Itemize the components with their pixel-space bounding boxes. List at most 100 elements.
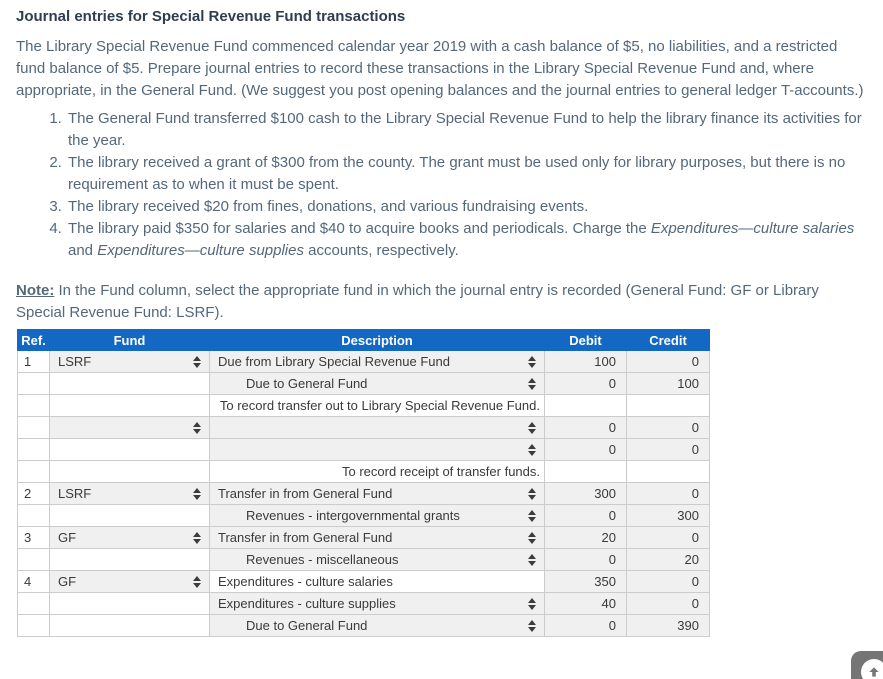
scroll-to-top-button[interactable] [851,651,883,679]
column-header-description: Description [209,329,545,351]
fund-select[interactable]: LSRF [50,351,209,372]
description-cell: Transfer in from General Fund [209,526,545,549]
description-cell: To record receipt of transfer funds. [209,460,545,483]
stepper-icon [528,620,536,632]
stepper-icon [528,510,536,522]
credit-cell: 0 [626,350,710,373]
fund-select[interactable]: LSRF [50,483,209,504]
ref-cell [17,548,50,571]
description-select[interactable]: Expenditures - culture salaries [210,571,544,592]
credit-input[interactable]: 0 [627,527,709,548]
memo-input[interactable]: To record transfer out to Library Specia… [210,395,544,416]
debit-input[interactable]: 40 [545,593,626,614]
column-header-ref: Ref. [17,329,50,351]
description-cell: Due from Library Special Revenue Fund [209,350,545,373]
debit-input[interactable]: 300 [545,483,626,504]
debit-input[interactable]: 350 [545,571,626,592]
credit-input[interactable]: 300 [627,505,709,526]
debit-input[interactable]: 0 [545,505,626,526]
debit-cell: 0 [544,548,627,571]
list-text: The library received a grant of $300 fro… [68,154,846,193]
note-paragraph: Note: In the Fund column, select the app… [16,280,867,324]
description-select-value: Due from Library Special Revenue Fund [218,354,450,369]
debit-cell: 0 [544,416,627,439]
description-cell: Expenditures - culture salaries [209,570,545,593]
credit-cell: 100 [626,372,710,395]
description-select[interactable] [210,439,544,460]
debit-input[interactable]: 0 [545,549,626,570]
description-select-value: Revenues - intergovernmental grants [246,508,460,523]
fund-cell [49,372,210,395]
memo-input[interactable]: To record receipt of transfer funds. [210,461,544,482]
description-select[interactable]: Due to General Fund [210,373,544,394]
fund-cell: LSRF [49,482,210,505]
ref-cell [17,460,50,483]
debit-input[interactable]: 100 [545,351,626,372]
description-select-value: Transfer in from General Fund [218,530,393,545]
debit-cell [544,460,627,483]
column-header-credit: Credit [626,329,710,351]
description-select[interactable]: Revenues - miscellaneous [210,549,544,570]
credit-input[interactable]: 0 [627,593,709,614]
credit-input[interactable]: 0 [627,483,709,504]
debit-input[interactable]: 0 [545,439,626,460]
description-cell: Due to General Fund [209,372,545,395]
fund-select[interactable]: GF [50,527,209,548]
credit-input[interactable]: 0 [627,571,709,592]
credit-cell [626,460,710,483]
credit-cell: 0 [626,438,710,461]
ref-number: 2 [24,486,32,501]
fund-select[interactable]: GF [50,571,209,592]
debit-input[interactable]: 0 [545,417,626,438]
list-text: The library received $20 from fines, don… [68,198,589,215]
problem-intro: The Library Special Revenue Fund commenc… [16,38,864,99]
journal-row: Expenditures - culture supplies 40 0 [17,592,710,615]
description-select[interactable]: Due to General Fund [210,615,544,636]
description-select[interactable]: Transfer in from General Fund [210,527,544,548]
stepper-icon [528,554,536,566]
debit-input[interactable]: 0 [545,615,626,636]
exercise-page: Journal entries for Special Revenue Fund… [0,0,883,637]
description-select[interactable] [210,417,544,438]
stepper-icon [528,598,536,610]
fund-cell [49,438,210,461]
credit-input[interactable]: 20 [627,549,709,570]
journal-row: 3 GF Transfer in from General Fund 20 0 [17,526,710,549]
description-select[interactable]: Expenditures - culture supplies [210,593,544,614]
credit-input[interactable]: 100 [627,373,709,394]
stepper-icon [528,356,536,368]
description-select[interactable]: Transfer in from General Fund [210,483,544,504]
journal-row: Due to General Fund 0 390 [17,614,710,637]
description-select[interactable]: Due from Library Special Revenue Fund [210,351,544,372]
ref-number: 4 [24,574,32,589]
description-cell: To record transfer out to Library Specia… [209,394,545,417]
journal-row: 1 LSRF Due from Library Special Revenue Fu… [17,350,710,373]
debit-cell: 0 [544,614,627,637]
description-select[interactable]: Revenues - intergovernmental grants [210,505,544,526]
account-name-italic: Expenditures—culture salaries [650,220,855,237]
debit-cell: 40 [544,592,627,615]
ref-cell: 2 [17,482,50,505]
credit-input[interactable]: 0 [627,417,709,438]
credit-input[interactable]: 0 [627,439,709,460]
fund-select[interactable] [50,417,209,438]
debit-input[interactable]: 20 [545,527,626,548]
ref-cell [17,372,50,395]
ref-cell: 3 [17,526,50,549]
account-name-italic: Expenditures—culture supplies [97,242,304,259]
description-cell [209,416,545,439]
stepper-icon [193,532,201,544]
ref-cell [17,438,50,461]
description-cell: Revenues - intergovernmental grants [209,504,545,527]
fund-cell [49,592,210,615]
journal-entries-table: Ref. Fund Description Debit Credit 1 LSRF… [17,329,710,637]
debit-input[interactable]: 0 [545,373,626,394]
ref-cell [17,394,50,417]
credit-input[interactable]: 0 [627,351,709,372]
credit-cell [626,394,710,417]
credit-input[interactable]: 390 [627,615,709,636]
ref-cell [17,504,50,527]
ref-cell [17,416,50,439]
